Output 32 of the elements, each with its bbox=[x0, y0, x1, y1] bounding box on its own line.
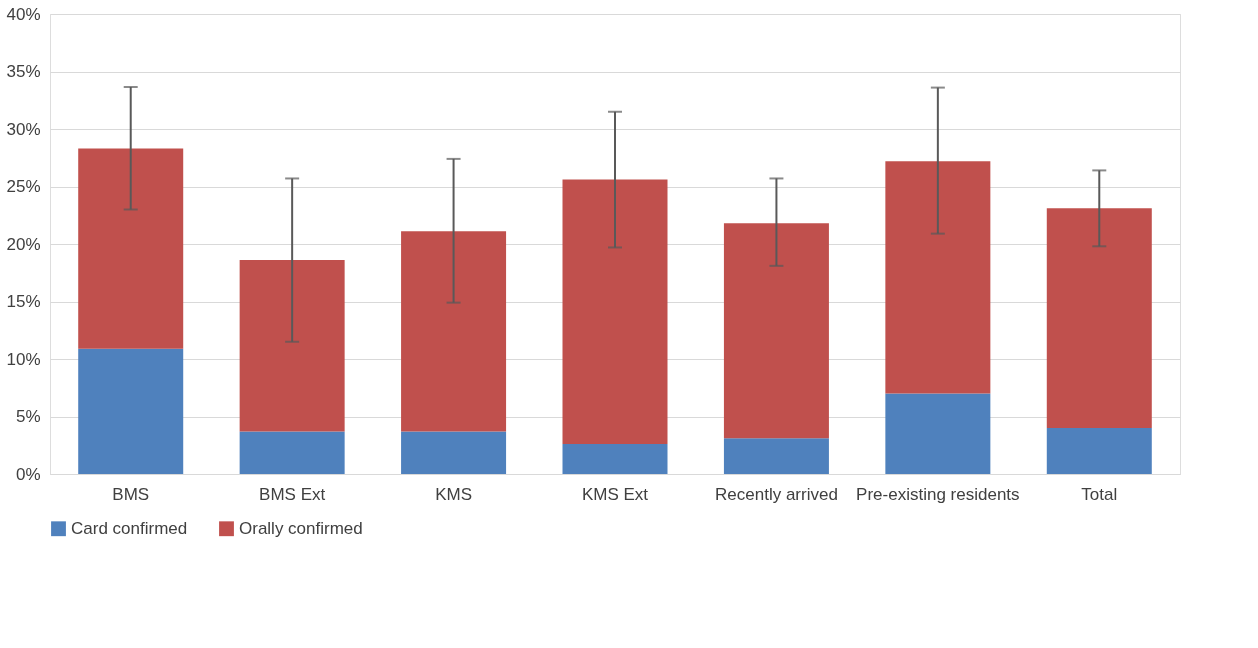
y-tick-label: 25% bbox=[6, 177, 41, 196]
y-tick-label: 0% bbox=[15, 464, 41, 484]
x-tick-label: BMS bbox=[112, 484, 150, 504]
bar bbox=[885, 393, 991, 474]
legend-label: Card confirmed bbox=[71, 518, 188, 538]
bar bbox=[401, 231, 507, 432]
bar bbox=[885, 161, 991, 394]
bar bbox=[78, 348, 184, 474]
bar bbox=[723, 438, 829, 474]
bar bbox=[723, 223, 829, 439]
x-tick-label: Total bbox=[1081, 484, 1118, 504]
y-tick-label: 20% bbox=[6, 234, 41, 254]
y-tick-label: 30% bbox=[6, 119, 41, 139]
legend-label: Orally confirmed bbox=[239, 518, 363, 538]
y-tick-label: 15% bbox=[6, 292, 41, 311]
x-tick-label: KMS Ext bbox=[581, 484, 649, 504]
bar bbox=[239, 431, 345, 474]
y-tick-label: 5% bbox=[15, 407, 41, 426]
y-tick-label: 35% bbox=[6, 62, 41, 81]
bar bbox=[401, 431, 507, 474]
x-tick-label: Pre-existing residents bbox=[856, 484, 1020, 504]
bar bbox=[562, 444, 668, 474]
bar bbox=[1046, 208, 1152, 428]
x-tick-label: KMS bbox=[435, 484, 472, 504]
bar bbox=[78, 148, 184, 349]
y-tick-label: 10% bbox=[6, 349, 41, 369]
bar bbox=[1046, 428, 1152, 474]
bar bbox=[239, 260, 345, 432]
y-tick-label: 40% bbox=[6, 4, 41, 24]
bar bbox=[562, 179, 668, 445]
x-tick-label: BMS Ext bbox=[259, 484, 326, 504]
x-tick-label: Recently arrived bbox=[715, 484, 838, 504]
